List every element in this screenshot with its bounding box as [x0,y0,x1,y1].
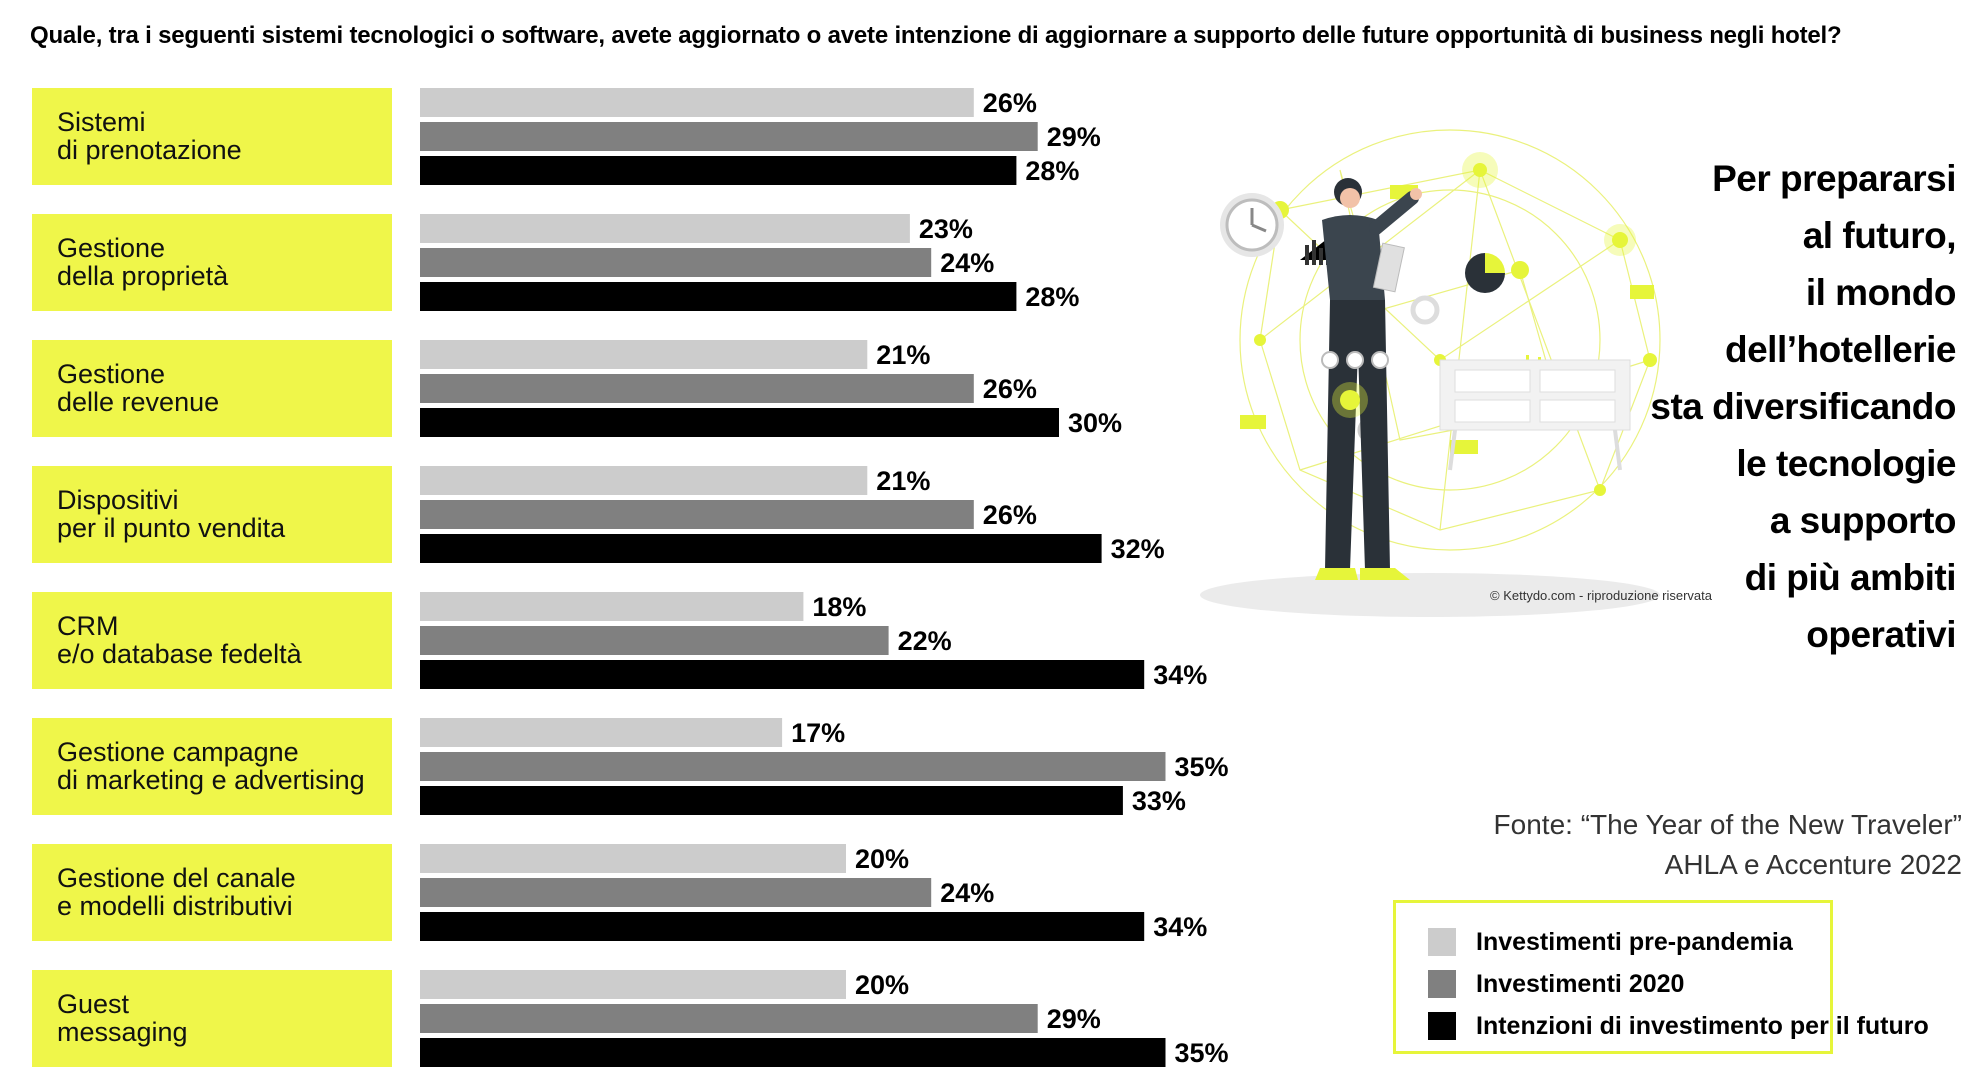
category-label: della proprietà [57,261,229,291]
bar-pre-pandemia [420,88,974,117]
headline-line: Per prepararsi [1712,158,1956,199]
bar-pre-pandemia [420,844,846,873]
bar-value-label: 34% [1153,660,1207,690]
bar-value-label: 23% [919,214,973,244]
source-line: Fonte: “The Year of the New Traveler” [1493,809,1962,840]
category-label-box [32,844,392,941]
category-label: di prenotazione [57,135,242,165]
image-credit: © Kettydo.com - riproduzione riservata [1490,588,1713,603]
bar-futuro [420,1038,1166,1067]
legend-swatch [1428,928,1456,956]
category-label: per il punto vendita [57,513,286,543]
bar-value-label: 21% [876,466,930,496]
chart-legend: Investimenti pre-pandemia Investimenti 2… [1393,900,1929,1054]
bar-2020 [420,374,974,403]
category-label-box [32,970,392,1067]
bar-value-label: 24% [940,248,994,278]
bar-value-label: 29% [1047,122,1101,152]
source-line: AHLA e Accenture 2022 [1664,849,1962,880]
headline-line: dell’hotellerie [1724,329,1957,370]
bar-value-label: 32% [1111,534,1165,564]
bar-value-label: 20% [855,970,909,1000]
bar-value-label: 28% [1025,282,1079,312]
headline-line: sta diversificando [1650,386,1956,427]
bar-value-label: 35% [1175,1038,1229,1068]
bar-futuro [420,408,1059,437]
bar-value-label: 35% [1175,752,1229,782]
bar-value-label: 26% [983,88,1037,118]
bar-futuro [420,156,1017,185]
bar-value-label: 26% [983,500,1037,530]
bar-2020 [420,500,974,529]
bar-value-label: 33% [1132,786,1186,816]
category-label-box [32,340,392,437]
bar-2020 [420,626,889,655]
hotel-tech-illustration: © Kettydo.com - riproduzione riservata [1180,110,1720,650]
bar-2020 [420,122,1038,151]
legend-label: Investimenti pre-pandemia [1476,927,1793,956]
bar-pre-pandemia [420,466,868,495]
bar-2020 [420,248,932,277]
headline: Per prepararsi al futuro, il mondo dell’… [1536,150,1956,663]
category-label-box [32,718,392,815]
bar-value-label: 17% [791,718,845,748]
bar-futuro [420,282,1017,311]
bar-pre-pandemia [420,214,910,243]
bar-value-label: 26% [983,374,1037,404]
category-label: e modelli distributivi [57,891,293,921]
headline-line: le tecnologie [1736,443,1956,484]
category-label-box [32,88,392,185]
bar-futuro [420,660,1145,689]
legend-item-futuro: Intenzioni di investimento per il futuro [1428,1011,1929,1041]
bar-value-label: 30% [1068,408,1122,438]
bar-futuro [420,534,1102,563]
headline-line: il mondo [1805,272,1957,313]
category-label-box [32,466,392,563]
legend-label: Intenzioni di investimento per il futuro [1476,1011,1929,1040]
category-label-box [32,214,392,311]
headline-line: operativi [1806,614,1956,655]
headline-line: a supporto [1769,500,1957,541]
bar-futuro [420,786,1123,815]
category-label: messaging [57,1017,188,1047]
headline-line: al futuro, [1802,215,1957,256]
category-label: e/o database fedeltà [57,639,303,669]
source-note: Fonte: “The Year of the New Traveler” AH… [1494,805,1962,885]
bar-futuro [420,912,1145,941]
legend-item-2020: Investimenti 2020 [1428,969,1684,999]
category-label: CRM [57,611,119,641]
legend-swatch [1428,970,1456,998]
category-label: Gestione campagne [57,737,299,767]
bar-pre-pandemia [420,970,846,999]
bar-value-label: 21% [876,340,930,370]
bar-value-label: 22% [898,626,952,656]
bar-value-label: 34% [1153,912,1207,942]
category-label: Gestione del canale [57,863,296,893]
category-label: di marketing e advertising [57,765,365,795]
bar-2020 [420,878,932,907]
bar-pre-pandemia [420,718,783,747]
category-label-box [32,592,392,689]
bar-value-label: 20% [855,844,909,874]
bar-value-label: 28% [1025,156,1079,186]
bar-value-label: 29% [1047,1004,1101,1034]
bar-value-label: 24% [940,878,994,908]
category-label: Guest [57,989,130,1019]
headline-line: di più ambiti [1744,557,1957,598]
legend-swatch [1428,1012,1456,1040]
legend-label: Investimenti 2020 [1476,969,1685,998]
category-label: Sistemi [57,107,146,137]
bar-pre-pandemia [420,592,804,621]
bar-2020 [420,1004,1038,1033]
category-label: Dispositivi [57,485,179,515]
chart-question: Quale, tra i seguenti sistemi tecnologic… [30,22,1842,49]
legend-item-pre-pandemia: Investimenti pre-pandemia [1428,927,1793,957]
bar-pre-pandemia [420,340,868,369]
bar-2020 [420,752,1166,781]
category-label: delle revenue [57,387,219,417]
bar-value-label: 18% [812,592,866,622]
category-label: Gestione [57,359,165,389]
category-label: Gestione [57,233,165,263]
